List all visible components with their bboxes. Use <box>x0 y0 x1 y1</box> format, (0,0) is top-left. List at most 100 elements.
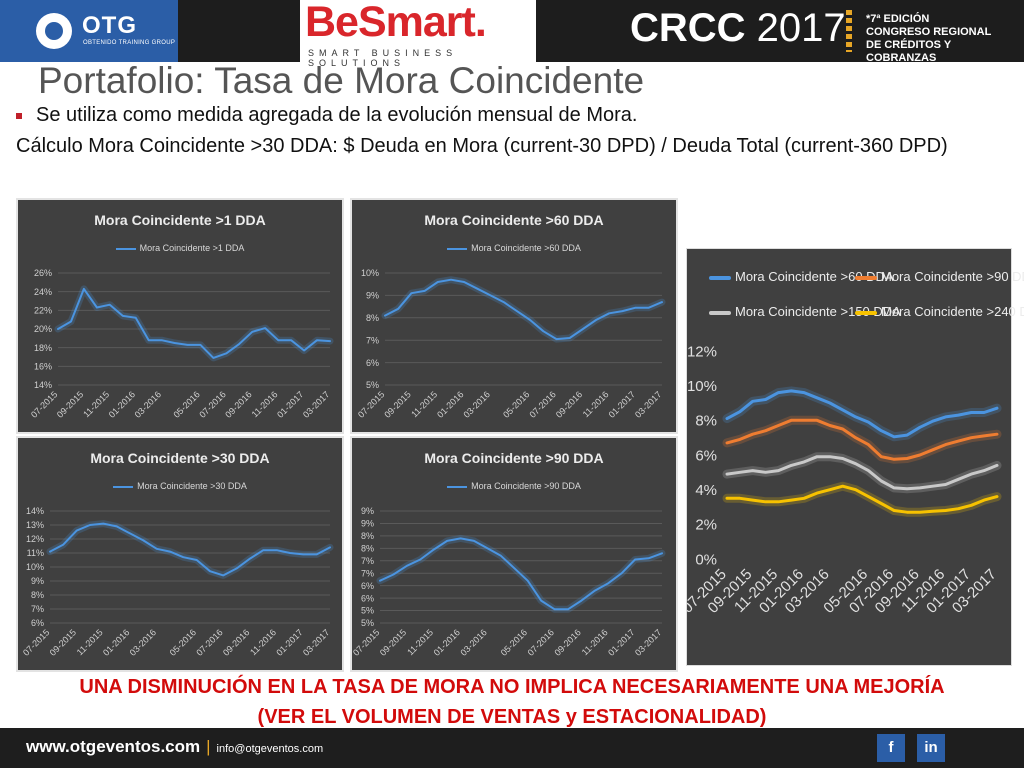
data-point <box>275 549 278 552</box>
x-tick-label: 09-2016 <box>223 389 253 419</box>
y-tick-label: 7% <box>361 556 374 566</box>
series-line <box>725 389 999 439</box>
data-point <box>931 509 935 513</box>
data-point <box>489 294 492 297</box>
x-tick-label: 07-2016 <box>526 627 556 657</box>
x-tick-label: 07-2015 <box>21 627 51 657</box>
y-tick-label: 24% <box>34 287 52 297</box>
legend-swatch <box>113 485 134 488</box>
data-point <box>841 427 845 431</box>
data-point <box>789 418 793 422</box>
data-point <box>568 336 571 339</box>
data-point <box>102 522 105 525</box>
data-point <box>892 457 896 461</box>
x-tick-label: 05-2016 <box>168 627 198 657</box>
data-point <box>879 455 883 459</box>
y-tick-label: 14% <box>34 380 52 390</box>
data-point <box>499 554 502 557</box>
data-point <box>738 437 742 441</box>
data-point <box>384 314 387 317</box>
x-tick-label: 09-2016 <box>221 627 251 657</box>
chart-panel-30dda: 6% 7% 8% 9% 10% 11% 12% 13% 14% 07-2015 09-2015 11-… <box>16 436 344 672</box>
data-point <box>866 495 870 499</box>
warning-line-2: (VER EL VOLUMEN DE VENTAS y ESTACIONALID… <box>257 706 767 728</box>
data-point <box>186 343 189 346</box>
data-point <box>62 543 65 546</box>
data-point <box>82 287 85 290</box>
data-point <box>956 439 960 443</box>
otg-logo-name: OTG <box>82 12 137 39</box>
data-point <box>854 488 858 492</box>
x-tick-label: 11-2016 <box>250 389 280 419</box>
data-point <box>235 567 238 570</box>
data-point <box>995 463 999 467</box>
legend-item-90dda: Mora Coincidente >90 DDA <box>855 269 1024 284</box>
data-point <box>264 327 267 330</box>
crcc-divider <box>846 10 852 52</box>
legend-item-150dda: Mora Coincidente >150 DDA <box>709 304 901 319</box>
legend-swatch <box>855 275 877 280</box>
x-tick-label: 09-2015 <box>382 389 412 419</box>
data-point <box>725 496 729 500</box>
data-point <box>290 339 293 342</box>
data-point <box>866 443 870 447</box>
chart-panel-1dda: 14% 16% 18% 20% 22% 24% 26% 07-2015 09-2015 11-20… <box>16 198 344 434</box>
data-point <box>379 579 382 582</box>
event-edition-line3: DE CRÉDITOS Y COBRANZAS <box>866 39 951 64</box>
x-tick-label: 11-2015 <box>75 627 105 657</box>
data-point <box>95 306 98 309</box>
bullet-text: Se utiliza como medida agregada de la ev… <box>36 104 638 126</box>
chart-60dda-svg: 5%6%7%8%9%10%07-201509-201511-201501-201… <box>356 268 666 420</box>
data-point <box>764 429 768 433</box>
y-tick-label: 5% <box>361 618 374 628</box>
y-tick-label: 7% <box>366 335 379 345</box>
y-tick-label: 22% <box>34 305 52 315</box>
x-tick-label: 03-2017 <box>301 627 331 657</box>
data-point <box>147 339 150 342</box>
data-point <box>866 420 870 424</box>
event-edition-line1: *7ª EDICIÓN <box>866 13 930 25</box>
x-tick-label: 05-2016 <box>499 627 529 657</box>
y-tick-label: 9% <box>366 291 379 301</box>
y-tick-label: 12% <box>687 343 717 360</box>
legend-swatch <box>855 310 877 315</box>
data-point <box>969 436 973 440</box>
crcc-year: 2017 <box>756 6 846 50</box>
website-link[interactable]: www.otgeventos.com <box>26 737 201 756</box>
facebook-icon[interactable]: f <box>877 734 905 762</box>
y-tick-label: 6% <box>361 581 374 591</box>
chart-combined-svg: 0%2%4%6%8%10%12%07-201509-201511-201501-… <box>687 343 1002 617</box>
x-tick-label: 07-2015 <box>356 389 386 419</box>
chart-1dda-svg: 14%16%18%20%22%24%26%07-201509-201511-20… <box>29 268 334 420</box>
data-point <box>238 342 241 345</box>
y-tick-label: 6% <box>31 618 44 628</box>
data-point <box>115 525 118 528</box>
series-line <box>725 418 999 461</box>
data-point <box>397 307 400 310</box>
y-tick-label: 7% <box>31 604 44 614</box>
x-tick-label: 05-2016 <box>171 389 201 419</box>
data-point <box>918 486 922 490</box>
data-point <box>879 502 883 506</box>
y-tick-label: 8% <box>361 543 374 553</box>
x-tick-label: 01-2016 <box>101 627 131 657</box>
email-link[interactable]: info@otgeventos.com <box>216 743 324 755</box>
legend-swatch <box>115 247 136 250</box>
data-point <box>751 399 755 403</box>
data-point <box>982 411 986 415</box>
data-point <box>918 510 922 514</box>
data-point <box>529 319 532 322</box>
chart-legend: Mora Coincidente >90 DDA <box>352 481 676 491</box>
chart-30dda-svg: 6%7%8%9%10%11%12%13%14%07-201509-201511-… <box>21 506 334 658</box>
linkedin-icon[interactable]: in <box>917 734 945 762</box>
chart-title: Mora Coincidente >60 DDA <box>424 212 604 228</box>
x-tick-label: 11-2015 <box>409 389 439 419</box>
chart-panel-combined: 0% 2% 4% 6% 8% 10% 12% 07-2015 09-2015 11-2015 01-… <box>686 248 1024 666</box>
y-tick-label: 13% <box>26 520 44 530</box>
y-tick-label: 18% <box>34 343 52 353</box>
x-tick-label: 03-2017 <box>633 389 663 419</box>
data-point <box>764 500 768 504</box>
data-point <box>608 312 611 315</box>
data-point <box>995 495 999 499</box>
data-point <box>969 472 973 476</box>
